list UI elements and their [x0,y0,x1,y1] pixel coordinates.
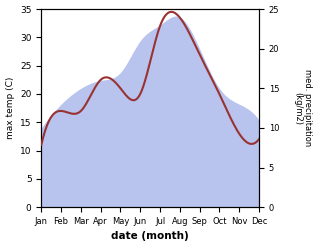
Y-axis label: max temp (C): max temp (C) [5,77,15,139]
Y-axis label: med. precipitation
(kg/m2): med. precipitation (kg/m2) [293,69,313,147]
X-axis label: date (month): date (month) [111,231,189,242]
